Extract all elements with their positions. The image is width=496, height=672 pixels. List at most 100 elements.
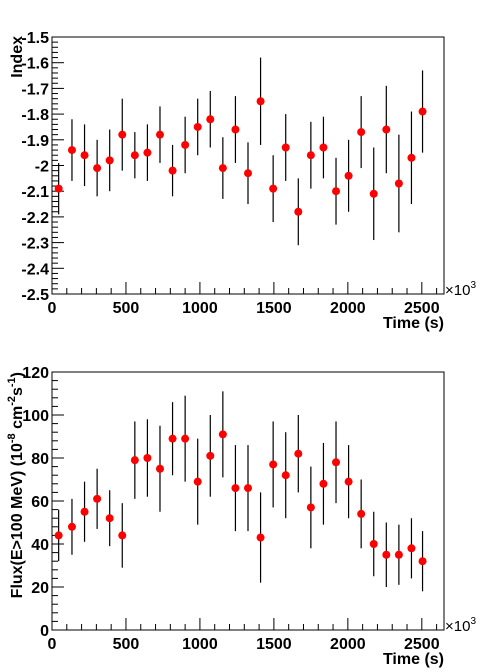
x-tick-label: 0 bbox=[48, 636, 57, 653]
data-point bbox=[382, 550, 391, 559]
y-tick-label: 100 bbox=[22, 408, 49, 425]
flux-x-axis-title: Time (s) bbox=[383, 651, 444, 668]
x-tick-label: 500 bbox=[113, 300, 140, 317]
data-point bbox=[105, 514, 114, 523]
data-point bbox=[105, 156, 114, 165]
y-tick-label: -1.9 bbox=[21, 133, 49, 150]
data-point bbox=[369, 540, 378, 548]
index-data-points bbox=[54, 57, 427, 246]
data-point bbox=[306, 151, 315, 160]
data-point bbox=[319, 143, 328, 152]
data-point bbox=[332, 458, 341, 467]
data-point bbox=[357, 128, 366, 137]
y-tick-label: 80 bbox=[31, 451, 49, 468]
data-point bbox=[168, 166, 177, 175]
flux-y-axis-title: Flux(E>100 MeV) (10-8 cm-2s-1) bbox=[6, 372, 26, 598]
data-point bbox=[193, 477, 202, 486]
data-point bbox=[281, 143, 290, 152]
data-point bbox=[418, 107, 427, 116]
data-point bbox=[294, 207, 303, 216]
index-x-multiplier-base: ×10 bbox=[445, 282, 470, 299]
flux-panel: 0 20 40 60 80 100 120 0 500 1000 1500 2000 2500 Flu… bbox=[6, 365, 476, 668]
x-tick-label: 500 bbox=[113, 636, 140, 653]
data-point bbox=[407, 153, 416, 162]
data-point bbox=[54, 184, 63, 193]
x-tick-label: 1000 bbox=[182, 636, 218, 653]
y-tick-label: -1.6 bbox=[21, 56, 49, 73]
y-tick-label: 120 bbox=[22, 365, 49, 382]
flux-data-points bbox=[54, 391, 427, 592]
y-tick-label: -2.4 bbox=[21, 261, 49, 278]
index-x-multiplier: ×103 bbox=[445, 280, 476, 299]
data-point bbox=[67, 146, 76, 155]
data-point bbox=[332, 187, 341, 196]
data-point bbox=[143, 148, 152, 157]
x-tick-label: 2500 bbox=[404, 636, 440, 653]
y-tick-label: -2.5 bbox=[21, 287, 49, 304]
y-tick-label: -2.3 bbox=[21, 236, 49, 253]
data-point bbox=[155, 464, 164, 473]
flux-y-axis: 0 20 40 60 80 100 120 bbox=[22, 365, 64, 640]
y-tick-label: -2.1 bbox=[21, 184, 49, 201]
data-point bbox=[269, 184, 278, 193]
data-point bbox=[319, 479, 328, 488]
y-tick-label: 20 bbox=[31, 580, 49, 597]
y-tick-label: -1.5 bbox=[21, 30, 49, 47]
flux-x-multiplier-base: ×10 bbox=[445, 618, 470, 635]
data-point bbox=[244, 169, 252, 178]
data-point bbox=[394, 550, 403, 559]
data-point bbox=[407, 544, 416, 553]
data-point bbox=[181, 140, 190, 149]
y-tick-label: 0 bbox=[40, 623, 49, 640]
x-tick-label: 2000 bbox=[330, 636, 366, 653]
x-tick-label: 2000 bbox=[330, 300, 366, 317]
index-x-multiplier-exp: 3 bbox=[470, 280, 476, 291]
data-point bbox=[218, 430, 227, 439]
data-point bbox=[294, 449, 303, 458]
data-point bbox=[306, 503, 315, 512]
flux-ylabel-sup1: -8 bbox=[6, 433, 18, 443]
y-tick-label: 40 bbox=[31, 537, 49, 554]
flux-ylabel-s: s bbox=[9, 387, 26, 396]
flux-ylabel-end: ) bbox=[9, 372, 26, 377]
data-point bbox=[118, 531, 127, 540]
data-point bbox=[206, 451, 215, 460]
index-panel: -2.5 -2.4 -2.3 -2.2 -2.1 -2 -1.9 -1.8 -1.7 -1.6 -1… bbox=[9, 30, 476, 332]
data-point bbox=[344, 477, 353, 486]
data-point bbox=[418, 557, 427, 566]
data-point bbox=[394, 179, 403, 188]
flux-ylabel-sup3: -1 bbox=[6, 377, 18, 387]
data-point bbox=[67, 522, 76, 531]
data-point bbox=[256, 533, 265, 542]
data-point bbox=[143, 454, 152, 462]
index-x-axis-title: Time (s) bbox=[383, 315, 444, 332]
x-tick-label: 0 bbox=[48, 300, 57, 317]
data-point bbox=[155, 130, 164, 139]
y-tick-label: 60 bbox=[31, 494, 49, 511]
data-point bbox=[130, 456, 139, 465]
data-point bbox=[93, 164, 102, 173]
data-point bbox=[369, 189, 378, 198]
data-point bbox=[206, 115, 215, 124]
x-tick-label: 2500 bbox=[404, 300, 440, 317]
flux-ylabel-mid: cm bbox=[9, 406, 26, 434]
index-y-axis-title: Index bbox=[9, 36, 26, 78]
flux-x-multiplier: ×103 bbox=[445, 616, 476, 635]
data-point bbox=[193, 122, 202, 131]
x-tick-label: 1500 bbox=[256, 636, 292, 653]
data-point bbox=[244, 484, 252, 493]
data-point bbox=[80, 151, 89, 160]
data-point bbox=[357, 509, 366, 518]
data-point bbox=[130, 151, 139, 160]
data-point bbox=[118, 130, 127, 139]
flux-ylabel-sup2: -2 bbox=[6, 396, 18, 406]
data-point bbox=[231, 484, 240, 493]
index-x-axis: 0 500 1000 1500 2000 2500 bbox=[48, 282, 440, 317]
data-point bbox=[181, 434, 190, 443]
data-point bbox=[256, 97, 265, 106]
data-point bbox=[231, 125, 240, 134]
data-point bbox=[281, 471, 290, 480]
data-point bbox=[168, 434, 177, 443]
data-point bbox=[93, 494, 102, 503]
